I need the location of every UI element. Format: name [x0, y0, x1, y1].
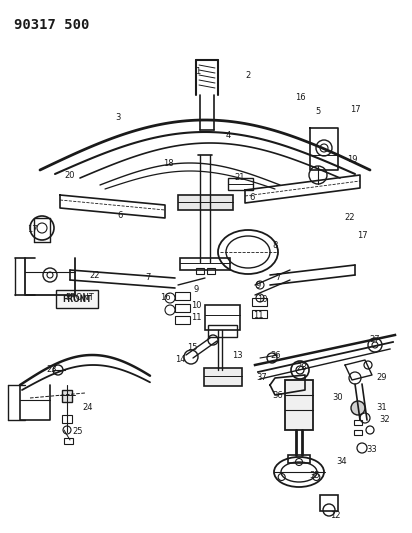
- Text: 26: 26: [271, 351, 281, 359]
- Bar: [228, 178, 253, 190]
- Text: 7: 7: [275, 273, 281, 282]
- Text: 1: 1: [195, 68, 201, 77]
- Text: 31: 31: [377, 403, 387, 413]
- Text: 8: 8: [272, 240, 278, 249]
- Text: FRONT: FRONT: [62, 295, 92, 303]
- Bar: [62, 390, 72, 402]
- Text: 34: 34: [337, 457, 347, 466]
- Bar: [252, 310, 267, 318]
- Circle shape: [351, 401, 365, 415]
- Text: 30: 30: [332, 393, 343, 402]
- Text: 9: 9: [255, 280, 261, 289]
- Text: 24: 24: [83, 403, 93, 413]
- Text: 2: 2: [246, 70, 250, 79]
- Bar: [288, 455, 310, 463]
- Text: 13: 13: [232, 351, 242, 359]
- Bar: [354, 420, 362, 425]
- Bar: [56, 290, 98, 308]
- Text: 9: 9: [193, 286, 199, 295]
- Text: 6: 6: [117, 211, 123, 220]
- Text: 23: 23: [47, 366, 57, 375]
- Text: 22: 22: [90, 271, 100, 279]
- Text: 4: 4: [225, 131, 231, 140]
- Text: 29: 29: [377, 374, 387, 383]
- Text: 35: 35: [310, 471, 320, 480]
- Text: 17: 17: [350, 106, 360, 115]
- Text: 28: 28: [297, 364, 307, 373]
- Text: 11: 11: [253, 311, 263, 319]
- Text: 20: 20: [65, 171, 75, 180]
- Text: 27: 27: [370, 335, 380, 344]
- Text: 10: 10: [257, 295, 267, 304]
- Text: 3: 3: [115, 114, 121, 123]
- Text: 32: 32: [380, 416, 390, 424]
- Text: 37: 37: [257, 374, 267, 383]
- Text: 25: 25: [73, 427, 83, 437]
- Text: 18: 18: [163, 158, 173, 167]
- Text: 5: 5: [315, 108, 321, 117]
- Bar: [207, 268, 215, 274]
- Bar: [175, 316, 190, 324]
- Bar: [196, 268, 204, 274]
- Text: 6: 6: [249, 193, 255, 203]
- Text: 19: 19: [347, 156, 357, 165]
- Text: 7: 7: [145, 273, 151, 282]
- Text: 22: 22: [345, 214, 355, 222]
- Text: 16: 16: [295, 93, 305, 102]
- Bar: [64, 438, 73, 444]
- Text: 15: 15: [187, 343, 197, 352]
- Bar: [205, 305, 240, 330]
- Bar: [208, 325, 237, 337]
- Text: 21: 21: [235, 174, 245, 182]
- Bar: [252, 298, 267, 306]
- Bar: [285, 380, 313, 430]
- Text: FRONT: FRONT: [66, 294, 94, 303]
- Text: 90317 500: 90317 500: [14, 18, 89, 32]
- Bar: [320, 495, 338, 511]
- Bar: [175, 304, 190, 312]
- Text: 16: 16: [160, 294, 170, 303]
- Bar: [204, 368, 242, 386]
- Text: 12: 12: [330, 511, 340, 520]
- Bar: [175, 292, 190, 300]
- Text: 33: 33: [367, 446, 377, 455]
- Text: 14: 14: [175, 356, 185, 365]
- Bar: [178, 195, 233, 210]
- Text: 17: 17: [357, 230, 368, 239]
- Bar: [354, 430, 362, 435]
- Text: 36: 36: [273, 391, 283, 400]
- Text: 11: 11: [191, 313, 201, 322]
- Bar: [180, 258, 230, 270]
- Text: 10: 10: [191, 301, 201, 310]
- Text: 17: 17: [27, 225, 37, 235]
- Bar: [62, 415, 72, 423]
